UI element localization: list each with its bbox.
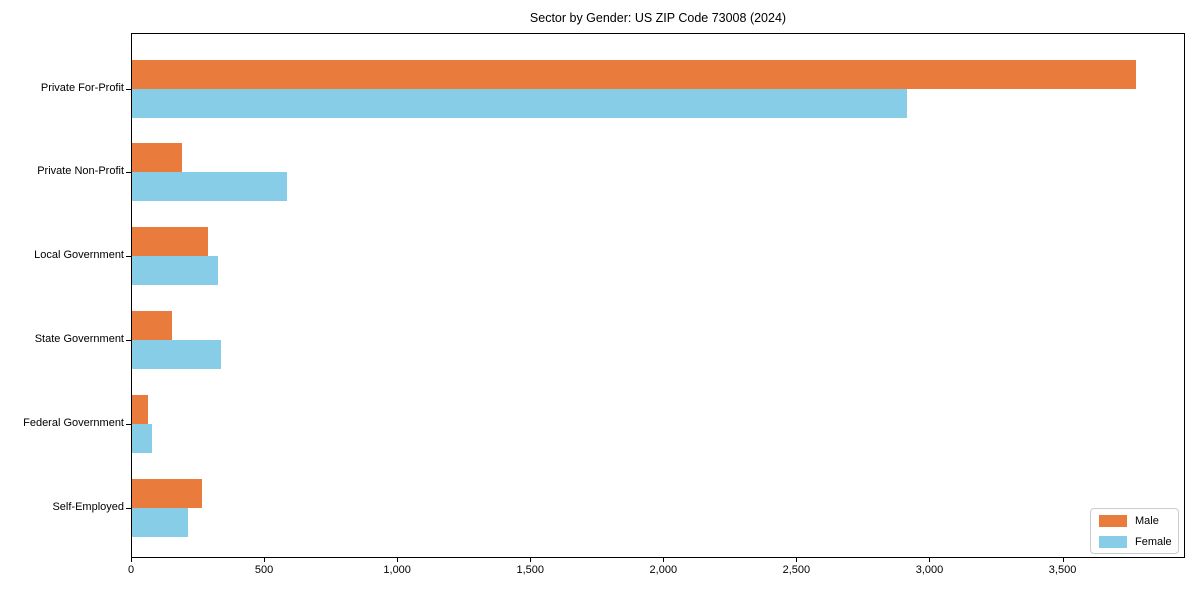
x-tick-mark — [131, 558, 132, 562]
x-tick-label: 3,000 — [915, 564, 944, 576]
x-tick-label: 1,500 — [516, 564, 544, 576]
bar-female-0 — [132, 88, 907, 118]
y-tick-label: Federal Government — [23, 416, 124, 429]
x-tick-label: 0 — [127, 564, 135, 576]
bar-female-5 — [132, 507, 188, 537]
bar-female-1 — [132, 172, 287, 202]
y-tick-label: Private For-Profit — [40, 81, 124, 94]
x-tick-mark — [264, 558, 266, 562]
bar-female-4 — [132, 423, 152, 453]
x-tick-label: 2,500 — [782, 564, 811, 576]
x-tick-mark — [663, 558, 665, 562]
y-tick-label: Self-Employed — [52, 500, 124, 513]
x-tick-label: 500 — [254, 564, 274, 576]
x-tick-mark — [397, 558, 399, 562]
x-tick-mark — [929, 558, 931, 562]
x-tick-mark — [1062, 558, 1064, 562]
y-tick-label: Private Non-Profit — [37, 165, 124, 178]
chart-title: Sector by Gender: US ZIP Code 73008 (202… — [529, 11, 787, 25]
y-tick-mark — [126, 340, 131, 342]
legend-label: Male — [1135, 515, 1159, 527]
y-tick-label: Local Government — [34, 249, 124, 262]
y-tick-mark — [126, 507, 131, 509]
y-tick-label: State Government — [34, 333, 124, 346]
bar-male-0 — [132, 59, 1136, 89]
legend-label: Female — [1135, 536, 1172, 548]
bar-male-3 — [132, 311, 172, 341]
bar-male-5 — [132, 478, 202, 508]
plot-area — [131, 33, 1185, 558]
y-tick-mark — [126, 256, 131, 258]
bar-male-1 — [132, 143, 182, 173]
y-tick-mark — [126, 88, 131, 90]
legend-row-female: Female — [1099, 536, 1172, 548]
y-tick-mark — [126, 172, 131, 174]
bar-male-2 — [132, 227, 208, 257]
x-tick-label: 2,000 — [649, 564, 678, 576]
legend-swatch-male-icon — [1099, 515, 1127, 527]
x-tick-label: 3,500 — [1048, 564, 1077, 576]
bar-female-3 — [132, 340, 221, 370]
legend-swatch-female-icon — [1099, 536, 1127, 548]
bar-female-2 — [132, 256, 218, 286]
legend-row-male: Male — [1099, 515, 1170, 527]
bar-male-4 — [132, 394, 148, 424]
y-tick-mark — [126, 423, 131, 425]
x-tick-mark — [530, 558, 532, 562]
x-tick-mark — [796, 558, 798, 562]
x-tick-label: 1,000 — [383, 564, 411, 576]
legend: Male Female — [1090, 508, 1179, 554]
